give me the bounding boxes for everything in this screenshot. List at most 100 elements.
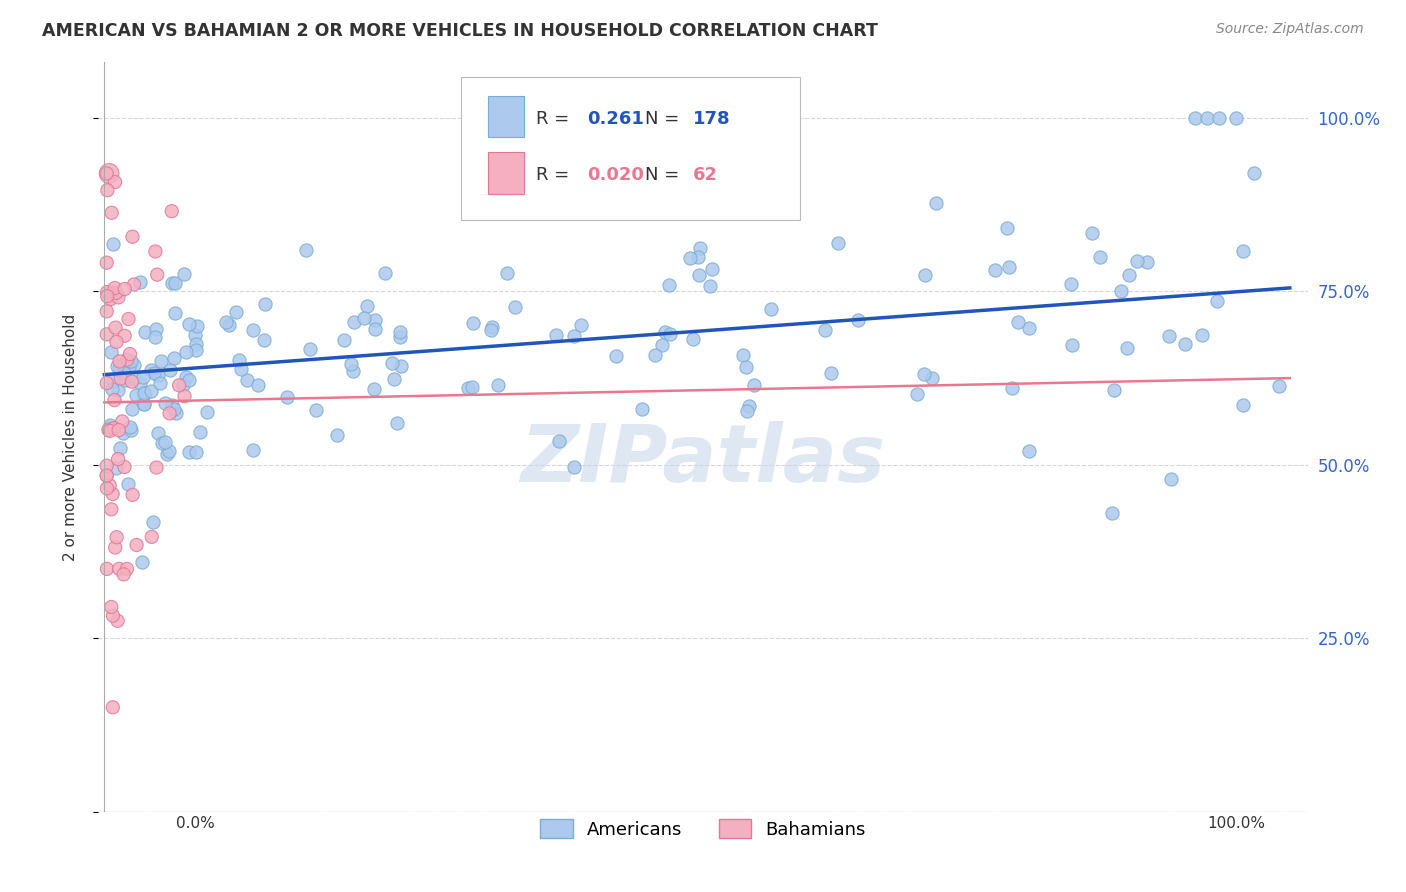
Point (145, 460, 167, 475)
Point (115, 562, 138, 576)
Point (160, 398, 183, 412)
Point (143, 330, 166, 344)
Point (731, 348, 754, 362)
Point (177, 317, 200, 331)
Point (163, 402, 186, 417)
Point (100, 345, 122, 359)
Point (112, 567, 135, 582)
Point (98, 418, 121, 433)
Point (846, 313, 869, 327)
Point (735, 359, 758, 374)
Point (997, 260, 1019, 275)
Point (742, 377, 765, 392)
Bar (488, 153, 524, 194)
Point (159, 363, 181, 377)
Point (1268, 379, 1291, 393)
Point (242, 443, 264, 458)
Point (105, 461, 128, 475)
Point (184, 444, 207, 458)
Point (1081, 226, 1104, 240)
Point (363, 382, 385, 396)
Point (145, 244, 167, 259)
Bar (488, 96, 524, 137)
Point (110, 371, 132, 385)
Point (101, 487, 124, 501)
Point (1088, 250, 1111, 264)
Legend: Americans, Bahamians: Americans, Bahamians (531, 810, 875, 847)
Point (495, 266, 517, 280)
Point (1160, 472, 1182, 486)
Point (115, 352, 138, 367)
Point (479, 322, 502, 336)
Point (153, 396, 176, 410)
Point (353, 311, 375, 326)
Text: R =: R = (536, 166, 575, 184)
Point (1195, 111, 1218, 125)
Point (146, 268, 169, 282)
Point (141, 384, 163, 399)
Point (820, 366, 842, 380)
Point (381, 356, 404, 370)
Point (111, 426, 134, 441)
Point (98, 166, 121, 180)
Point (605, 349, 627, 363)
Point (101, 375, 124, 389)
Point (160, 276, 183, 290)
Point (571, 318, 593, 332)
Text: 62: 62 (693, 166, 718, 184)
Point (121, 401, 143, 416)
Point (111, 358, 134, 372)
Point (1191, 327, 1213, 342)
Point (156, 446, 179, 460)
Point (100, 502, 122, 516)
Point (165, 406, 187, 420)
Point (644, 348, 666, 362)
Point (995, 220, 1018, 235)
Point (128, 376, 150, 391)
Point (276, 390, 298, 404)
Point (114, 460, 136, 475)
Point (1243, 166, 1265, 180)
Point (461, 316, 484, 330)
Point (100, 382, 122, 396)
Point (253, 297, 276, 311)
Point (98, 420, 121, 434)
Point (100, 599, 122, 614)
Text: ZIPatlas: ZIPatlas (520, 420, 886, 499)
Point (96, 562, 118, 576)
Point (735, 404, 758, 418)
Point (1205, 293, 1227, 308)
Point (132, 396, 155, 410)
Point (682, 332, 704, 346)
Point (340, 357, 363, 371)
Point (1116, 341, 1139, 355)
Point (1232, 398, 1254, 412)
Point (98, 478, 121, 492)
Point (827, 236, 849, 251)
Point (159, 406, 181, 420)
Point (562, 460, 585, 475)
Point (1101, 507, 1123, 521)
Point (1118, 268, 1140, 282)
Point (112, 366, 135, 380)
Point (122, 358, 145, 372)
Point (195, 405, 218, 419)
Point (1208, 111, 1230, 125)
Point (388, 329, 411, 343)
Point (150, 353, 173, 368)
Point (914, 268, 936, 282)
Point (141, 530, 163, 544)
Point (678, 251, 700, 265)
Point (689, 241, 711, 255)
Point (461, 380, 484, 394)
Point (107, 383, 129, 397)
Point (247, 377, 270, 392)
Point (174, 345, 197, 359)
Point (1007, 316, 1029, 330)
Point (184, 328, 207, 343)
Point (100, 292, 122, 306)
Point (96, 468, 118, 483)
Point (105, 334, 128, 349)
Point (142, 515, 165, 529)
Point (163, 306, 186, 320)
